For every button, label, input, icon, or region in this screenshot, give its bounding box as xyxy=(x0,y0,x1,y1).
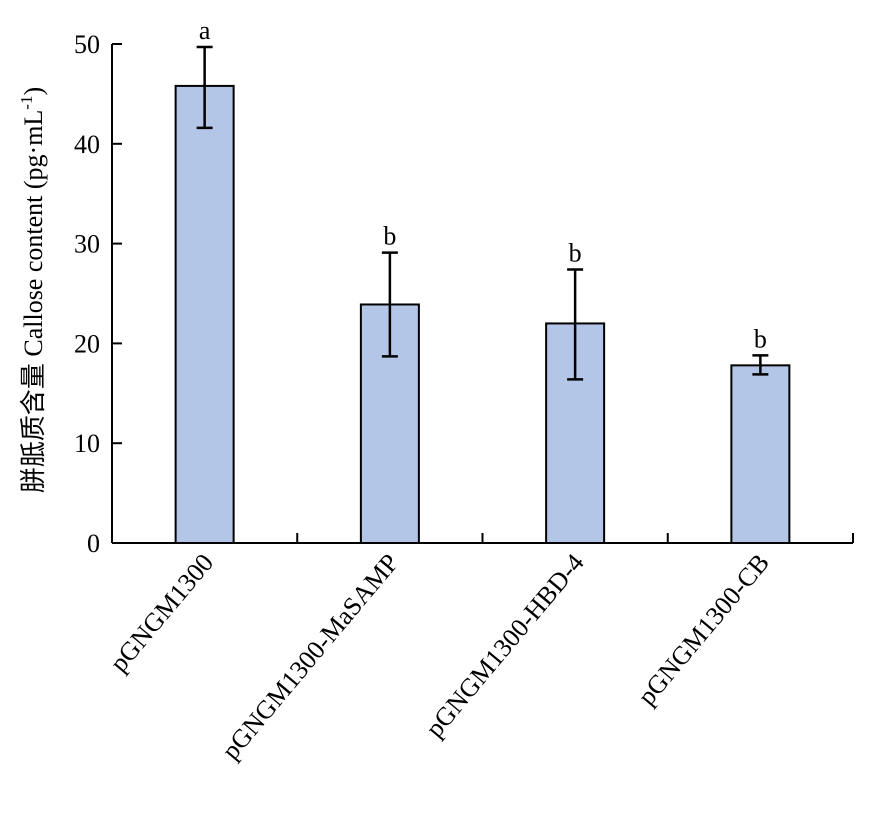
y-axis-title-suffix: ) xyxy=(19,87,48,96)
y-tick-label: 50 xyxy=(74,30,100,59)
x-ticks-layer xyxy=(296,533,854,543)
category-label-1: pGNGM1300 xyxy=(104,548,219,677)
bar-1 xyxy=(174,84,235,545)
y-tick-label: 30 xyxy=(74,230,100,259)
y-tick-label: 10 xyxy=(74,429,100,458)
significance-label-1: a xyxy=(199,16,211,45)
error-bars-layer xyxy=(196,45,769,381)
category-label-2: pGNGM1300-MaSAMP xyxy=(216,548,404,765)
significance-label-4: b xyxy=(754,324,767,353)
category-label-4: pGNGM1300-CB xyxy=(632,548,775,711)
significance-label-2: b xyxy=(383,222,396,251)
y-axis-title-superscript: -1 xyxy=(17,96,36,110)
significance-label-3: b xyxy=(569,239,582,268)
category-label-3: pGNGM1300-HBD-4 xyxy=(420,548,590,743)
error-bar-3 xyxy=(567,268,584,381)
y-tick-label: 40 xyxy=(74,130,100,159)
error-bar-1 xyxy=(196,45,213,130)
y-ticks-layer: 0 10 20 30 40 50 xyxy=(74,30,122,558)
error-bar-2 xyxy=(381,251,398,358)
y-tick-label: 0 xyxy=(87,529,100,558)
y-axis-title: 胼胝质含量 Callose content (pg·mL-1) xyxy=(17,87,48,493)
y-axis-title-main: 胼胝质含量 Callose content (pg·mL xyxy=(19,110,48,493)
error-bar-4 xyxy=(752,354,769,376)
y-tick-label: 20 xyxy=(74,329,100,358)
bar-4 xyxy=(730,364,791,544)
bars-layer xyxy=(174,84,791,545)
significance-labels-layer: a b b b xyxy=(199,16,767,353)
